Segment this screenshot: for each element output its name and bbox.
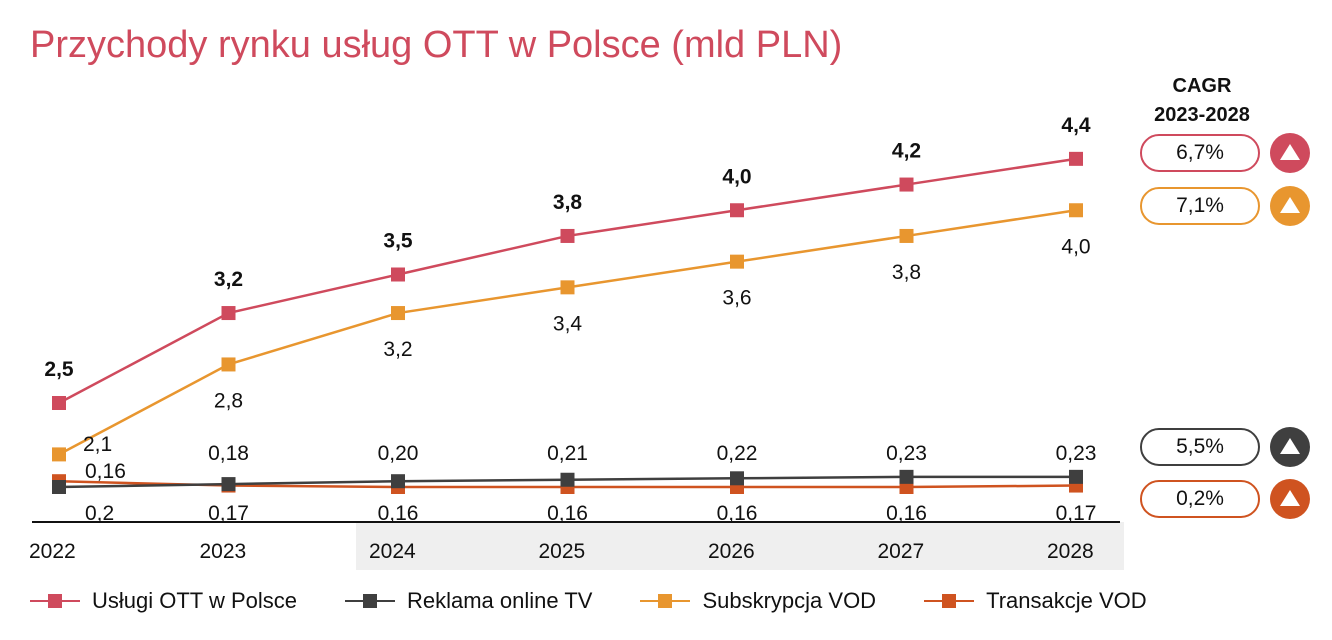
data-label: 3,6 [722, 287, 751, 310]
data-label: 0,16 [378, 502, 419, 525]
cagr-badge-ott: 6,7% [1140, 134, 1260, 172]
data-label: 0,16 [886, 502, 927, 525]
data-label: 0,20 [378, 442, 419, 465]
data-point [221, 306, 236, 321]
trend-up-icon [1270, 186, 1310, 226]
data-label: 0,23 [886, 442, 927, 465]
data-label: 0,21 [547, 442, 588, 465]
x-tick-label: 2027 [878, 540, 925, 563]
legend-label: Usługi OTT w Polsce [92, 588, 297, 613]
data-label: 4,4 [1061, 114, 1091, 137]
data-point [1069, 469, 1083, 484]
data-point [899, 177, 914, 192]
forecast-shading [356, 522, 1124, 570]
legend-label: Transakcje VOD [986, 588, 1147, 613]
data-label: 0,18 [208, 442, 249, 465]
legend-label: Reklama online TV [406, 588, 593, 613]
x-tick-label: 2023 [200, 540, 247, 563]
data-point [560, 472, 575, 487]
data-point [730, 471, 744, 486]
data-label: 2,5 [44, 358, 74, 381]
legend-marker [640, 591, 691, 611]
data-point [52, 396, 66, 410]
data-point [730, 203, 744, 218]
trend-up-icon [1270, 427, 1310, 467]
data-point [52, 480, 66, 494]
data-point [899, 469, 914, 484]
data-point [560, 228, 575, 243]
x-tick-label: 2026 [708, 540, 755, 563]
cagr-header-label: CAGR [1172, 75, 1232, 97]
cagr-badge-ads: 5,5% [1140, 428, 1260, 466]
legend-marker [344, 591, 395, 611]
data-point [1069, 203, 1083, 218]
data-label: 3,5 [383, 230, 413, 253]
trend-up-icon [1270, 479, 1310, 519]
data-point [730, 254, 744, 269]
data-label: 0,16 [717, 502, 758, 525]
data-label: 4,0 [722, 165, 751, 188]
legend-item: Subskrypcja VOD [640, 588, 876, 614]
legend-item: Usługi OTT w Polsce [30, 588, 297, 614]
cagr-badge-tvod: 0,2% [1140, 480, 1260, 518]
cagr-badge-svod: 7,1% [1140, 187, 1260, 225]
data-label: 3,2 [214, 268, 243, 291]
data-label: 0,2 [85, 502, 114, 525]
chart-legend: Usługi OTT w Polsce Reklama online TV Subs… [30, 584, 1195, 618]
data-label: 4,2 [892, 140, 921, 163]
legend-marker [30, 591, 80, 611]
data-label: 3,8 [553, 191, 583, 214]
chart-title: Przychody rynku usług OTT w Polsce (mld … [30, 24, 843, 66]
data-label: 0,16 [547, 502, 588, 525]
data-point [899, 228, 914, 243]
data-point [221, 477, 236, 492]
data-label: 0,17 [1056, 502, 1097, 525]
x-tick-label: 2025 [539, 540, 586, 563]
data-label: 0,17 [208, 502, 249, 525]
data-label: 0,22 [717, 442, 758, 465]
legend-marker [924, 591, 975, 611]
x-tick-label: 2022 [29, 540, 76, 563]
data-point [391, 474, 405, 489]
data-label: 0,16 [85, 460, 126, 483]
x-tick-label: 2024 [369, 540, 416, 563]
data-point [1069, 151, 1083, 166]
data-point [391, 306, 405, 321]
legend-item: Transakcje VOD [924, 588, 1147, 614]
cagr-header-period: 2023-2028 [1154, 104, 1250, 126]
data-point [391, 267, 405, 282]
x-tick-label: 2028 [1047, 540, 1094, 563]
data-point [52, 447, 66, 462]
trend-up-icon [1270, 133, 1310, 173]
data-label: 2,8 [214, 389, 243, 412]
data-label: 3,2 [383, 338, 412, 361]
cagr-header: CAGR 2023-2028 [1140, 72, 1264, 130]
data-label: 2,1 [83, 433, 112, 456]
legend-label: Subskrypcja VOD [702, 588, 877, 613]
data-label: 4,0 [1061, 235, 1090, 258]
data-label: 3,8 [892, 261, 921, 284]
data-label: 3,4 [553, 312, 583, 335]
data-label: 0,23 [1056, 442, 1097, 465]
legend-item: Reklama online TV [344, 588, 593, 614]
data-point [560, 280, 575, 295]
data-point [221, 357, 236, 372]
